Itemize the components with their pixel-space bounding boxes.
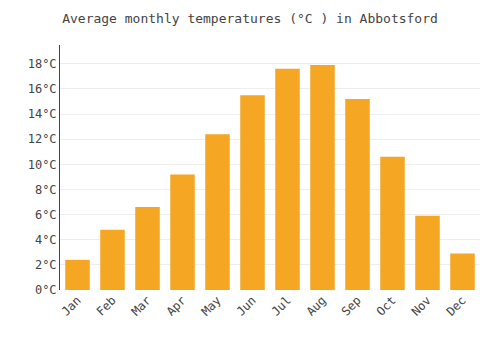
svg-text:Jan: Jan [59, 293, 84, 318]
svg-text:May: May [199, 293, 224, 318]
svg-text:16°C: 16°C [28, 82, 57, 96]
svg-text:6°C: 6°C [35, 208, 57, 222]
svg-text:Oct: Oct [374, 293, 399, 318]
svg-text:Average monthly temperatures (: Average monthly temperatures (°C ) in Ab… [62, 11, 438, 26]
svg-text:Aug: Aug [304, 293, 329, 318]
svg-text:Dec: Dec [444, 293, 469, 318]
svg-text:Apr: Apr [164, 293, 189, 318]
svg-text:Jul: Jul [269, 293, 294, 318]
svg-text:8°C: 8°C [35, 183, 57, 197]
svg-text:Nov: Nov [409, 293, 434, 318]
svg-text:Sep: Sep [339, 293, 364, 318]
svg-text:10°C: 10°C [28, 158, 57, 172]
svg-text:2°C: 2°C [35, 258, 57, 272]
svg-text:4°C: 4°C [35, 233, 57, 247]
svg-text:14°C: 14°C [28, 107, 57, 121]
svg-text:12°C: 12°C [28, 132, 57, 146]
svg-text:Jun: Jun [234, 293, 259, 318]
svg-text:Feb: Feb [94, 293, 119, 318]
svg-text:Mar: Mar [129, 293, 154, 318]
svg-text:0°C: 0°C [35, 283, 57, 297]
svg-text:18°C: 18°C [28, 57, 57, 71]
